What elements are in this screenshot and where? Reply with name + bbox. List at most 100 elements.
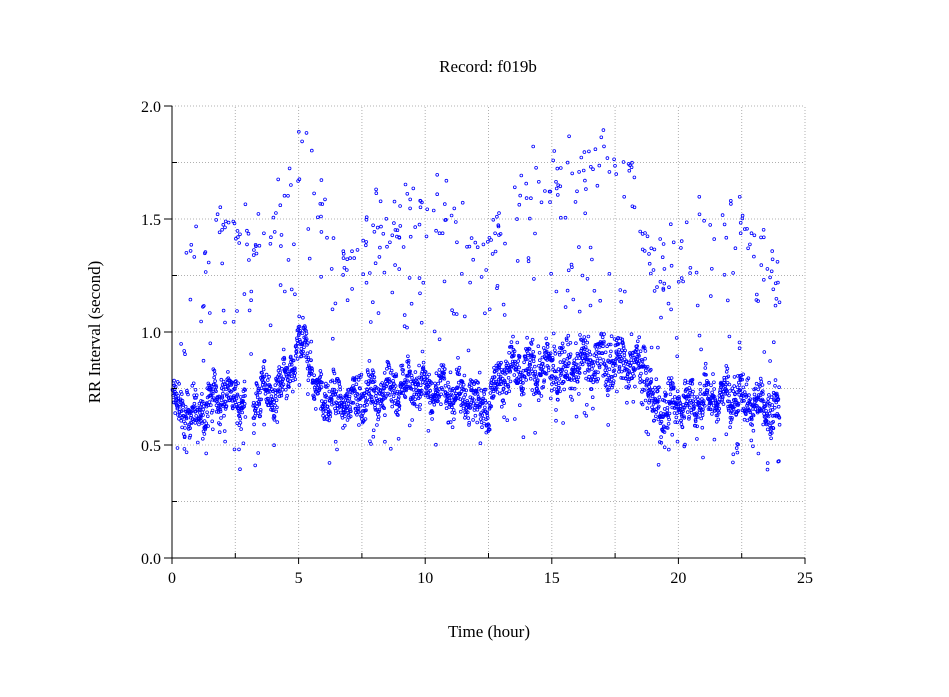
data-point [293,377,298,382]
data-point [369,442,373,446]
data-point [483,398,488,403]
data-point [482,392,487,396]
data-point [615,389,619,394]
data-point [469,386,474,390]
data-point [555,391,560,396]
data-point [600,351,605,356]
data-point [509,344,514,349]
data-point [182,349,187,353]
data-point [482,421,486,426]
data-point [247,308,252,313]
data-point [201,407,206,412]
data-point [271,408,276,412]
data-point [577,309,582,314]
data-point [501,398,506,403]
data-point [479,275,484,279]
data-point [502,313,507,317]
data-point [692,405,696,410]
data-point [572,375,576,380]
data-point [262,231,266,236]
data-point [519,380,523,385]
data-point [435,389,440,394]
data-point [616,342,621,346]
data-point [446,380,450,385]
data-point [660,255,665,260]
data-point [450,425,455,430]
data-point [304,331,309,336]
data-point [304,337,309,342]
data-point [405,192,410,196]
data-point [556,381,561,386]
data-point [549,388,554,393]
data-point [204,451,209,456]
data-point [701,399,706,403]
data-point [703,366,708,370]
data-point [643,231,647,235]
data-point [662,430,667,434]
data-point [731,389,736,394]
data-point [534,166,538,170]
data-point [728,389,732,393]
data-point [394,374,399,378]
data-point [524,378,528,382]
data-point [483,400,488,405]
data-point [242,292,247,296]
data-point [355,392,360,397]
data-point [613,164,617,168]
x-tick-label: 5 [295,570,303,587]
data-point [578,333,582,337]
data-point [559,371,564,376]
data-point [515,340,520,345]
data-point [455,240,459,245]
data-point [436,399,440,403]
data-point [179,342,183,346]
data-point [693,423,698,428]
data-point [273,403,277,408]
data-point [358,403,363,408]
data-point [512,353,516,357]
data-point [397,267,402,271]
data-point [475,391,480,396]
data-point [297,337,302,342]
data-point [478,404,482,409]
data-point [237,447,241,452]
data-point [607,367,612,372]
data-point [602,339,606,344]
data-point [382,386,387,391]
data-point [392,199,397,204]
data-point [491,218,496,222]
data-point [702,383,707,388]
y-tick-label: 0.5 [141,438,161,455]
data-point [418,205,423,210]
data-point [679,418,683,423]
data-point [440,231,445,236]
data-point [378,388,383,393]
data-point [364,240,369,244]
data-point [427,372,431,377]
data-point [218,422,222,427]
data-point [183,421,188,426]
data-point [759,235,763,240]
data-point [773,378,778,382]
data-point [638,377,643,381]
data-point [550,355,555,360]
data-point [180,392,184,396]
data-point [480,425,484,430]
data-point [725,366,730,371]
data-point [598,298,602,303]
data-point [546,368,551,373]
data-point [256,212,261,216]
data-point [721,402,726,406]
data-point [732,384,736,388]
data-point [560,368,564,372]
data-point [712,437,717,442]
data-point [293,366,297,371]
data-point [657,395,662,400]
data-point [535,383,540,387]
data-point [695,303,700,308]
data-point [223,225,227,230]
data-point [397,407,402,411]
data-point [653,414,658,419]
data-point [448,370,453,375]
data-point [647,398,652,403]
